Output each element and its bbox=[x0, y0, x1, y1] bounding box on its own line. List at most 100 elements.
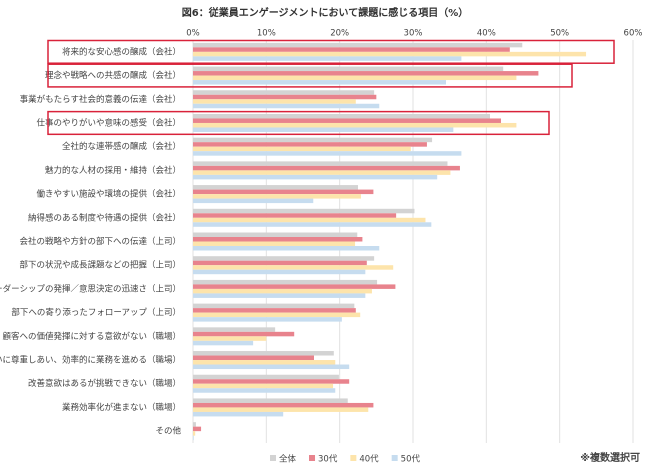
y-tick-label: 顧客への価値発揮に対する意欲がない（職場） bbox=[2, 331, 181, 342]
bar bbox=[193, 213, 397, 218]
y-tick-label: 理念や戦略への共感の醸成（会社） bbox=[45, 70, 181, 81]
bar bbox=[193, 194, 361, 199]
bar bbox=[193, 47, 510, 52]
bar bbox=[193, 308, 356, 313]
bar bbox=[193, 379, 350, 384]
bar bbox=[193, 355, 314, 361]
legend-label: 30代 bbox=[318, 454, 338, 465]
chart-title: 図6：従業員エンゲージメントにおいて課題に感じる項目（%） bbox=[182, 6, 468, 19]
legend-swatch bbox=[391, 455, 398, 461]
bar bbox=[193, 279, 378, 285]
x-tick-label: 0% bbox=[186, 29, 200, 39]
bar bbox=[193, 103, 380, 109]
x-tick-label: 60% bbox=[624, 29, 643, 39]
bar bbox=[193, 118, 501, 123]
y-tick-label: 仕事のやりがいや意味の感受（会社） bbox=[36, 117, 181, 128]
bar bbox=[193, 137, 433, 143]
bar bbox=[193, 293, 366, 298]
bar bbox=[193, 303, 355, 309]
bar bbox=[193, 222, 432, 227]
y-tick-label: 会社の戦略や方針の部下への伝達（上司） bbox=[19, 236, 181, 247]
x-tick-label: 20% bbox=[330, 29, 349, 39]
bar bbox=[193, 208, 415, 214]
bar bbox=[193, 256, 375, 261]
highlight-box bbox=[47, 110, 550, 136]
bar bbox=[193, 336, 267, 341]
bar bbox=[193, 217, 426, 223]
x-tick-label: 40% bbox=[477, 29, 496, 39]
bar bbox=[193, 189, 374, 195]
note: ※複数選択可 bbox=[580, 451, 640, 464]
y-tick-label: 働きやすい施設や環境の提供（会社） bbox=[36, 189, 181, 200]
y-tick-label: 部下への寄り添ったフォローアップ（上司） bbox=[11, 307, 181, 318]
bar bbox=[193, 340, 254, 346]
bar bbox=[193, 51, 587, 57]
bar bbox=[193, 237, 363, 242]
bar bbox=[193, 146, 411, 152]
bar bbox=[193, 312, 361, 318]
legend-label: 全体 bbox=[279, 454, 297, 465]
y-tick-label: リーダーシップの発揮／意思決定の迅速さ（上司） bbox=[0, 283, 181, 294]
bar bbox=[193, 71, 539, 76]
x-tick-label: 50% bbox=[550, 29, 569, 39]
bar bbox=[193, 402, 374, 408]
bar bbox=[193, 127, 454, 132]
x-tick-label: 10% bbox=[257, 29, 276, 39]
y-tick-label: その他 bbox=[155, 426, 181, 437]
bar bbox=[193, 284, 396, 289]
bar bbox=[193, 435, 194, 441]
legend-label: 50代 bbox=[401, 454, 421, 465]
bar bbox=[193, 383, 334, 389]
bar bbox=[193, 364, 350, 370]
legend-swatch bbox=[309, 455, 316, 461]
bar bbox=[193, 360, 336, 365]
bar bbox=[193, 331, 295, 337]
bar bbox=[193, 265, 394, 270]
bar bbox=[193, 269, 366, 275]
y-tick-label: 魅力的な人材の採用・維持（会社） bbox=[45, 165, 181, 176]
bar bbox=[193, 161, 448, 166]
bar bbox=[193, 66, 504, 72]
bar bbox=[193, 56, 462, 61]
bar bbox=[193, 327, 276, 332]
bar bbox=[193, 407, 369, 412]
bar bbox=[193, 113, 490, 119]
bar bbox=[193, 142, 427, 147]
bar bbox=[193, 426, 202, 432]
y-tick-label: 部下の状況や成長課題などの把握（上司） bbox=[19, 260, 181, 271]
bar bbox=[193, 232, 358, 237]
y-tick-label: 納得感のある制度や待遇の提供（会社） bbox=[28, 212, 181, 223]
bar bbox=[193, 241, 356, 246]
y-tick-label: 事業がもたらす社会的意義の伝達（会社） bbox=[20, 94, 181, 105]
y-tick-label: 全社的な連帯感の醸成（会社） bbox=[62, 141, 181, 152]
bar bbox=[193, 151, 462, 156]
bar bbox=[193, 288, 372, 294]
bar bbox=[193, 185, 358, 190]
bar bbox=[193, 75, 517, 81]
bar bbox=[193, 411, 284, 417]
bar bbox=[193, 260, 367, 266]
bar bbox=[193, 351, 334, 356]
legend-label: 40代 bbox=[359, 454, 379, 465]
bar bbox=[193, 99, 356, 104]
bar bbox=[193, 174, 438, 180]
y-tick-label: 改善意欲はあるが挑戦できない（職場） bbox=[28, 378, 181, 389]
bar bbox=[193, 317, 342, 322]
bar bbox=[193, 165, 460, 171]
x-tick-label: 30% bbox=[404, 29, 423, 39]
bar bbox=[193, 388, 336, 393]
y-tick-label: 将来的な安心感の醸成（会社） bbox=[62, 46, 181, 57]
bar bbox=[193, 42, 523, 48]
bar bbox=[193, 90, 375, 95]
highlight-box bbox=[47, 39, 615, 64]
bar bbox=[193, 246, 380, 251]
y-tick-label: 互いに尊重しあい、効率的に業務を進める（職場） bbox=[0, 355, 181, 366]
bar bbox=[193, 422, 196, 427]
bar bbox=[193, 374, 339, 380]
bar bbox=[193, 431, 196, 436]
bar bbox=[193, 94, 377, 100]
highlight-box bbox=[47, 63, 573, 88]
bar bbox=[193, 398, 348, 403]
bar bbox=[193, 170, 451, 175]
